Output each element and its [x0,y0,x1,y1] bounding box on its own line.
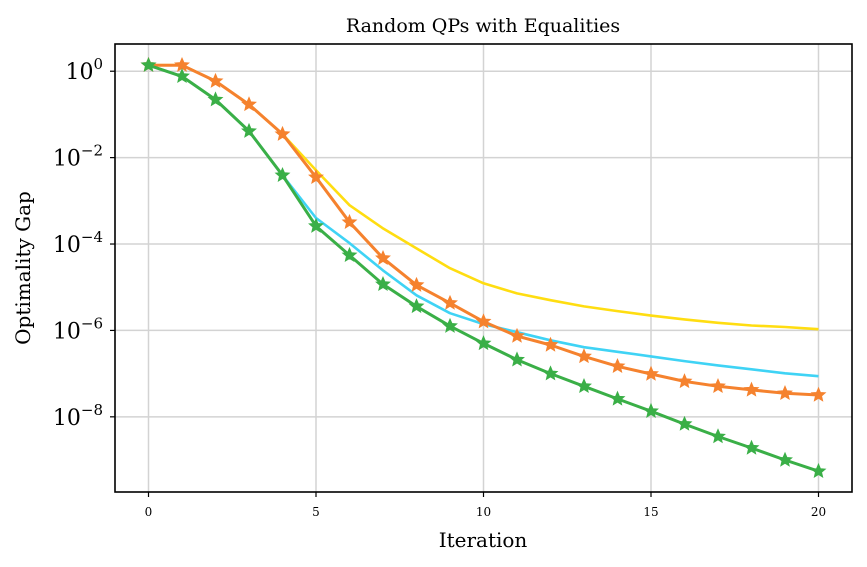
data-point [743,381,760,397]
data-point [408,276,425,292]
data-point [442,294,458,310]
grid [115,44,852,492]
data-point [174,68,190,84]
data-point [408,298,425,314]
data-point [542,365,559,381]
y-axis-label: Optimality Gap [11,191,35,345]
data-point [609,358,626,373]
series-group [140,56,827,478]
x-tick-label: 20 [811,505,826,519]
data-point [710,378,726,393]
data-point [207,91,224,107]
data-point [241,96,257,112]
y-tick-label: 10−6 [53,314,103,344]
data-point [341,246,358,262]
data-point [542,336,559,352]
y-tick-label: 10−8 [53,401,103,431]
data-point [140,56,157,72]
data-point [274,125,291,141]
data-point [442,317,458,333]
data-point [777,451,793,467]
data-point [308,169,324,185]
data-point [743,439,760,455]
x-tick-label: 5 [312,505,320,519]
y-tick-label: 10−2 [53,142,103,172]
data-point [609,390,626,406]
data-point [341,213,358,229]
data-point [509,351,525,367]
x-tick-label: 15 [643,505,658,519]
data-point [207,72,224,88]
data-point [810,462,827,478]
data-point [676,373,693,389]
x-axis: 0 5 10 15 20 [145,492,826,519]
data-point [810,386,827,402]
data-point [676,415,693,431]
chart-title: Random QPs with Equalities [346,15,620,37]
series-3 [140,56,827,478]
data-point [475,335,492,351]
x-tick-label: 10 [476,505,491,519]
data-point [576,378,592,393]
data-point [643,365,659,381]
data-point [710,428,726,444]
data-point [241,122,257,138]
y-axis: 100 10−2 10−4 10−6 10−8 [53,55,115,431]
y-tick-label: 10−4 [53,228,103,258]
y-tick-label: 100 [65,55,103,85]
data-point [274,167,291,182]
data-point [643,402,659,418]
data-point [475,313,492,329]
x-tick-label: 0 [145,505,153,519]
data-point [777,385,793,401]
data-point [308,217,324,233]
data-point [375,249,391,265]
x-axis-label: Iteration [439,528,528,552]
data-point [375,276,391,291]
data-point [576,348,592,364]
data-point [509,327,525,343]
